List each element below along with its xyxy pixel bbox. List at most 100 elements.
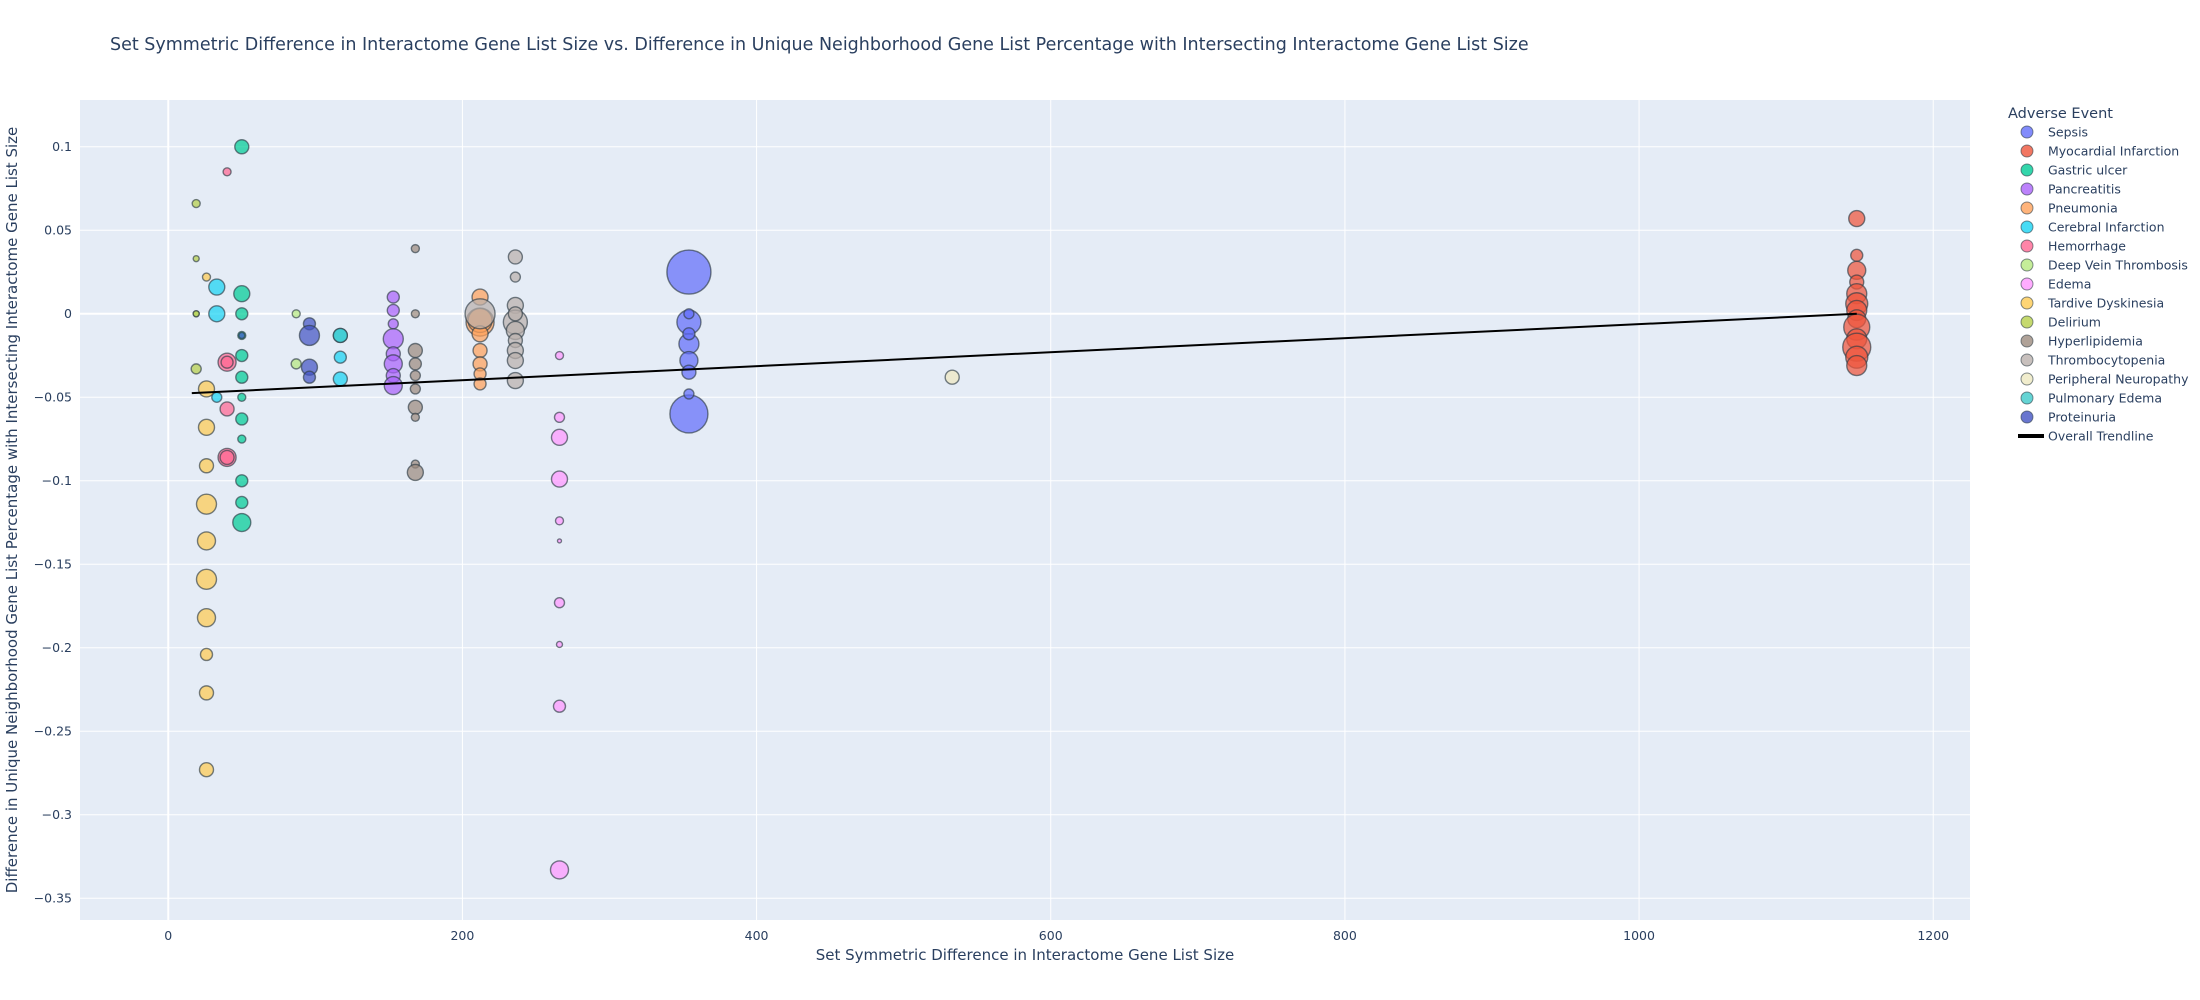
point-tardive-dyskinesia (196, 531, 217, 551)
point-pancreatitis (382, 328, 404, 350)
point-hemorrhage (219, 449, 235, 466)
legend-label-deep-vein-thrombosis: Deep Vein Thrombosis (2048, 258, 2188, 273)
point-hyperlipidemia (407, 399, 424, 415)
point-sepsis (682, 327, 696, 341)
y-axis-ticks: 0.1 0.05 0 −0.05 −0.1 −0.15 −0.2 −0.25 −0.3 −0.35 (34, 139, 72, 906)
legend: Adverse Event Sepsis Myocardial Infarctio… (2008, 106, 2189, 444)
point-hyperlipidemia (408, 357, 423, 371)
point-tardive-dyskinesia (196, 608, 217, 628)
point-tardive-dyskinesia (199, 647, 214, 662)
point-pulmonary-edema (332, 327, 349, 344)
point-gastric-ulcer (237, 434, 247, 444)
legend-label-pulmonary-edema: Pulmonary Edema (2048, 391, 2162, 406)
gridlines (80, 100, 1970, 920)
legend-label-hemorrhage: Hemorrhage (2048, 239, 2126, 254)
point-deep-vein-thrombosis (291, 309, 301, 319)
legend-label-thrombocytopenia: Thrombocytopenia (2047, 353, 2165, 368)
point-hyperlipidemia (409, 369, 422, 382)
legend-label-pneumonia: Pneumonia (2048, 201, 2118, 216)
point-cerebral-infarction (208, 278, 226, 296)
point-myocardial-infarction (1846, 354, 1868, 377)
y-tick-label: −0.3 (42, 807, 72, 822)
point-edema (556, 538, 563, 544)
point-tardive-dyskinesia (197, 418, 216, 437)
point-edema (554, 516, 565, 526)
y-tick-label: −0.15 (34, 556, 72, 571)
legend-marker-hemorrhage (2020, 239, 2034, 253)
point-tardive-dyskinesia (195, 568, 218, 591)
point-gastric-ulcer (235, 412, 249, 426)
legend-label-delirium: Delirium (2048, 315, 2101, 330)
legend-marker-delirium (2020, 315, 2034, 329)
point-hemorrhage (220, 355, 234, 369)
point-sepsis (683, 388, 695, 400)
point-pancreatitis (383, 375, 403, 396)
legend-label-pancreatitis: Pancreatitis (2048, 182, 2121, 197)
point-edema (555, 640, 564, 649)
overall-trendline (191, 312, 1857, 395)
x-tick-label: 0 (164, 928, 172, 943)
x-tick-label: 1200 (1917, 928, 1949, 943)
point-hyperlipidemia (410, 309, 421, 319)
legend-marker-hyperlipidemia (2020, 334, 2034, 348)
point-gastric-ulcer (235, 495, 249, 510)
x-tick-label: 1000 (1623, 928, 1655, 943)
point-tardive-dyskinesia (198, 685, 215, 701)
point-tardive-dyskinesia (201, 272, 212, 282)
point-thrombocytopenia (507, 249, 524, 265)
legend-marker-sepsis (2020, 125, 2034, 139)
point-sepsis (683, 308, 695, 320)
point-edema (550, 470, 569, 488)
point-edema (549, 860, 570, 880)
point-thrombocytopenia (509, 271, 522, 283)
point-pneumonia (473, 377, 487, 391)
x-tick-label: 600 (1039, 928, 1063, 943)
point-cerebral-infarction (333, 350, 348, 364)
point-edema (553, 596, 566, 609)
point-myocardial-infarction (1848, 209, 1866, 228)
point-gastric-ulcer (233, 285, 251, 303)
x-axis-ticks: 0 200 400 600 800 1000 1200 (164, 928, 1949, 943)
legend-label-hyperlipidemia: Hyperlipidemia (2048, 334, 2143, 349)
trendline-layer (191, 312, 1857, 395)
y-tick-label: −0.2 (42, 640, 72, 655)
legend-marker-pulmonary-edema (2020, 391, 2034, 405)
point-edema (550, 428, 569, 447)
legend-label-peripheral-neuropathy: Peripheral Neuropathy (2048, 372, 2189, 387)
point-pancreatitis (386, 290, 400, 304)
point-hyperlipidemia (409, 383, 422, 395)
point-myocardial-infarction (1850, 248, 1864, 263)
y-tick-label: −0.05 (34, 389, 72, 404)
legend-marker-deep-vein-thrombosis (2020, 258, 2034, 272)
point-thrombocytopenia (464, 298, 496, 330)
legend-marker-proteinuria (2020, 410, 2034, 424)
point-sepsis (669, 394, 709, 434)
point-sepsis (666, 249, 712, 295)
point-edema (554, 350, 565, 361)
legend-label-cerebral-infarction: Cerebral Infarction (2048, 220, 2165, 235)
point-peripheral-neuropathy (944, 369, 960, 385)
point-cerebral-infarction (208, 305, 226, 323)
point-gastric-ulcer (232, 512, 252, 533)
point-proteinuria (238, 331, 246, 340)
legend-label-proteinuria: Proteinuria (2048, 410, 2116, 425)
legend-marker-tardive-dyskinesia (2020, 296, 2034, 310)
legend-marker-myocardial-infarction (2020, 144, 2034, 158)
point-tardive-dyskinesia (195, 493, 218, 515)
point-gastric-ulcer (235, 307, 249, 321)
legend-marker-pneumonia (2020, 201, 2034, 215)
point-proteinuria (298, 324, 321, 347)
legend-marker-peripheral-neuropathy (2020, 372, 2034, 386)
point-tardive-dyskinesia (198, 458, 215, 474)
point-edema (553, 411, 566, 424)
point-thrombocytopenia (506, 351, 525, 370)
point-tardive-dyskinesia (197, 380, 216, 398)
point-pancreatitis (387, 318, 399, 330)
legend-marker-gastric-ulcer (2020, 163, 2034, 177)
point-cerebral-infarction (332, 371, 349, 387)
legend-marker-thrombocytopenia (2020, 353, 2034, 367)
legend-label-myocardial-infarction: Myocardial Infarction (2048, 144, 2179, 159)
point-hyperlipidemia (410, 412, 421, 423)
point-sepsis (681, 364, 697, 380)
point-pancreatitis (386, 303, 400, 318)
